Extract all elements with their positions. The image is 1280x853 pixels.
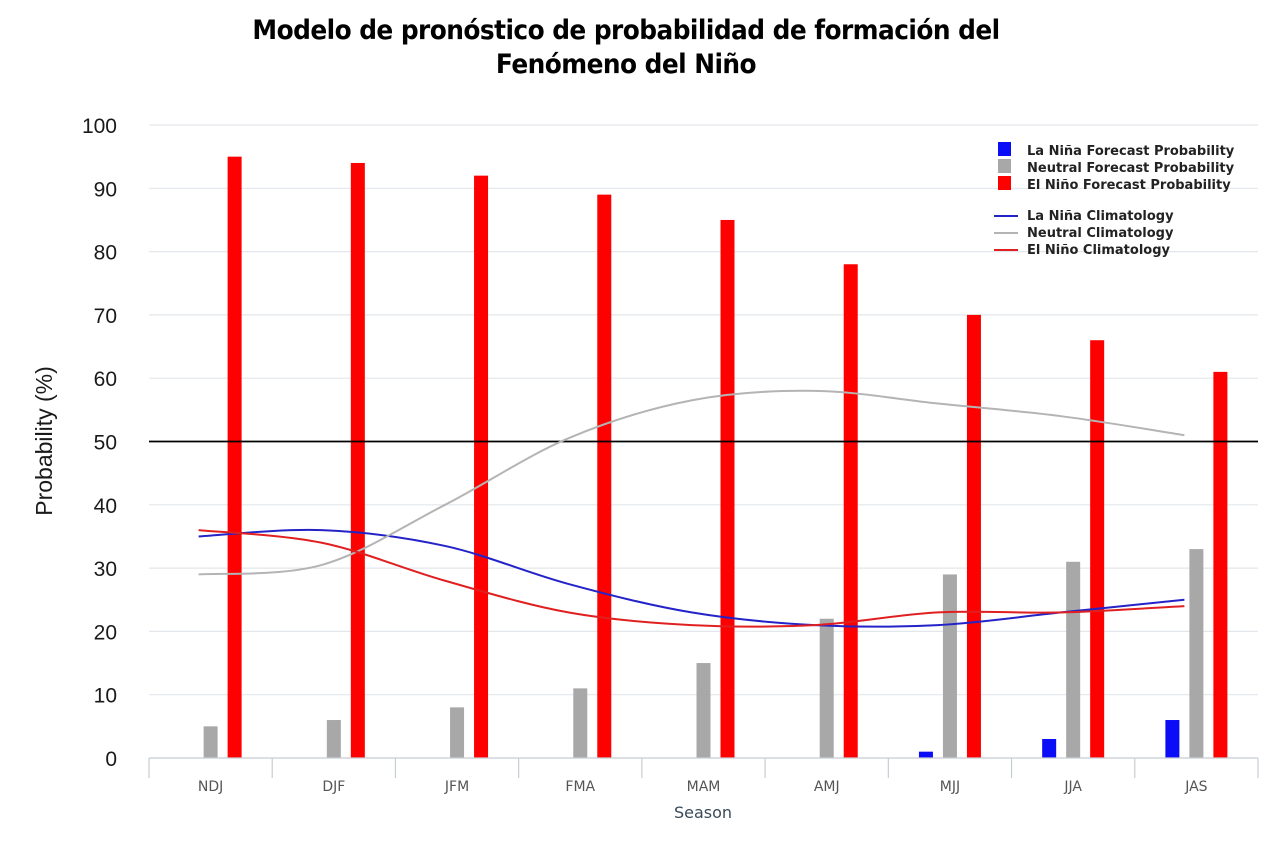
y-tick-label: 80 (94, 242, 117, 265)
neutral-forecast-probability-bar (450, 707, 465, 758)
el-ni-o-forecast-probability-bar (350, 162, 365, 759)
el-ni-o-climatology-line (198, 529, 1185, 628)
neutral-climatology-line (198, 389, 1185, 576)
y-tick-label: 100 (82, 115, 117, 138)
legend[interactable]: La Niña Forecast Probability Neutral Fore… (994, 142, 1235, 258)
y-tick-label: 0 (105, 748, 117, 771)
legend-swatch-neutral-forecast-probability (998, 159, 1011, 173)
legend-label-la-ni-a-climatology: La Niña Climatology (1027, 209, 1174, 224)
x-tick-label: AMJ (814, 779, 840, 795)
y-tick-label: 60 (94, 368, 117, 391)
neutral-forecast-probability-bar (1189, 549, 1204, 758)
chart-title-line-2: Fenómeno del Niño (495, 49, 757, 80)
la-ni-a-forecast-probability-bar (1042, 739, 1057, 758)
el-ni-o-forecast-probability-bar (227, 156, 242, 758)
legend-label-el-ni-o-climatology: El Niño Climatology (1027, 243, 1171, 258)
legend-label-el-ni-o-forecast-probability: El Niño Forecast Probability (1027, 178, 1231, 193)
y-tick-label: 20 (94, 621, 117, 644)
x-tick-label: JJA (1063, 779, 1082, 795)
y-axis-ticks: 0 10 20 30 40 50 60 70 80 90 100 (82, 115, 117, 771)
neutral-forecast-probability-bar (326, 720, 341, 758)
y-tick-label: 40 (94, 495, 117, 518)
climatology-curves (198, 389, 1185, 628)
x-tick-label: JAS (1184, 779, 1207, 795)
chart-title-line-1: Modelo de pronóstico de probabilidad de … (252, 15, 1000, 46)
y-tick-label: 50 (94, 432, 117, 455)
x-tick-label: MAM (687, 779, 721, 795)
legend-swatch-el-ni-o-forecast-probability (998, 176, 1011, 190)
neutral-forecast-probability-bar (696, 663, 711, 758)
el-ni-o-forecast-probability-bar (1090, 340, 1105, 758)
y-tick-label: 70 (94, 305, 117, 328)
la-ni-a-climatology-line (198, 528, 1185, 628)
la-ni-a-forecast-probability-bar (1165, 720, 1180, 758)
legend-label-la-ni-a-forecast-probability: La Niña Forecast Probability (1027, 144, 1235, 159)
x-tick-label: DJF (322, 779, 345, 795)
el-ni-o-forecast-probability-bar (597, 194, 612, 758)
legend-label-neutral-climatology: Neutral Climatology (1027, 226, 1174, 241)
x-tick-label: NDJ (198, 779, 223, 795)
el-ni-o-forecast-probability-bar (966, 314, 981, 758)
el-ni-o-forecast-probability-bar (843, 264, 858, 758)
neutral-forecast-probability-bar (942, 574, 957, 758)
legend-label-neutral-forecast-probability: Neutral Forecast Probability (1027, 161, 1235, 176)
neutral-forecast-probability-bar (203, 726, 218, 758)
el-ni-o-forecast-probability-bar (474, 175, 489, 758)
legend-swatch-la-ni-a-forecast-probability (998, 142, 1011, 156)
y-tick-label: 10 (94, 685, 117, 708)
el-ni-o-forecast-probability-bar (1213, 371, 1228, 758)
x-tick-label: MJJ (940, 779, 960, 795)
neutral-forecast-probability-bar (573, 688, 588, 758)
el-ni-o-forecast-probability-bar (720, 219, 735, 758)
neutral-forecast-probability-bar (819, 618, 834, 758)
x-tick-label: JFM (444, 779, 469, 795)
y-axis-label: Probability (%) (31, 366, 57, 516)
x-axis: NDJ DJF JFM FMA MAM AMJ MJJ JJA JAS (148, 757, 1259, 795)
neutral-forecast-probability-bar (1066, 561, 1081, 758)
y-tick-label: 30 (94, 558, 117, 581)
la-ni-a-forecast-probability-bar (918, 751, 933, 758)
x-axis-label: Season (674, 803, 732, 822)
chart-title: Modelo de pronóstico de probabilidad de … (50, 14, 1202, 82)
y-tick-label: 90 (94, 178, 117, 201)
x-tick-label: FMA (565, 779, 595, 795)
